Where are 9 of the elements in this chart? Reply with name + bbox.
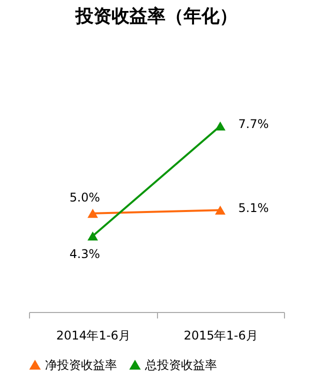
legend-label: 总投资收益率: [144, 358, 217, 372]
x-tick-label: 2015年1-6月: [184, 328, 258, 342]
data-label: 7.7%: [238, 117, 269, 131]
data-label: 5.0%: [70, 190, 100, 204]
legend-label: 净投资收益率: [45, 358, 117, 372]
x-tick-label: 2014年1-6月: [56, 328, 130, 342]
chart-title: 投资收益率（年化）: [74, 6, 238, 27]
data-label: 5.1%: [238, 201, 269, 216]
data-label: 4.3%: [70, 247, 100, 261]
